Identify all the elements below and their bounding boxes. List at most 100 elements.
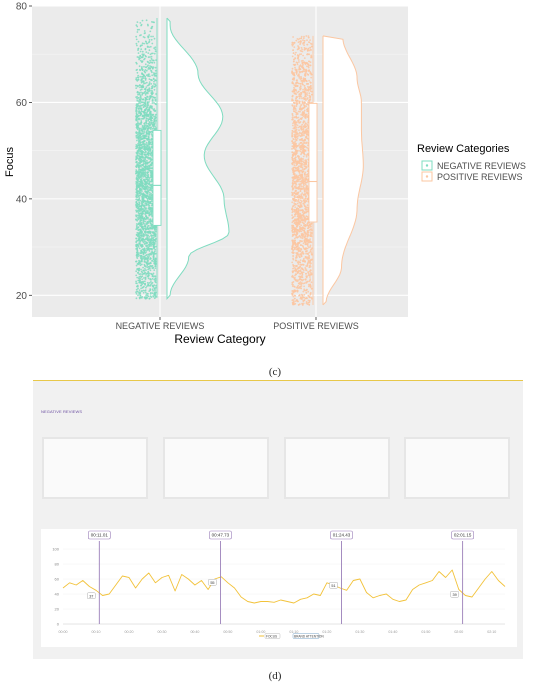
jitter-point: [139, 275, 142, 278]
jitter-point: [141, 278, 144, 281]
jitter-point: [140, 252, 143, 255]
jitter-point: [147, 227, 149, 230]
jitter-point: [137, 149, 140, 152]
jitter-point: [300, 104, 303, 106]
jitter-point: [135, 35, 138, 38]
jitter-point: [150, 180, 153, 182]
jitter-point: [148, 98, 151, 101]
jitter-point: [135, 292, 138, 295]
jitter-point: [291, 105, 294, 107]
jitter-point: [294, 53, 297, 56]
jitter-point: [136, 76, 139, 79]
jitter-point: [292, 124, 294, 127]
jitter-point: [135, 196, 138, 198]
jitter-point: [297, 59, 300, 61]
jitter-point: [140, 218, 142, 221]
jitter-point: [136, 254, 138, 256]
jitter-point: [139, 100, 141, 103]
jitter-point: [135, 260, 137, 263]
jitter-point: [143, 65, 145, 68]
jitter-point: [146, 178, 148, 181]
jitter-point: [310, 76, 313, 79]
jitter-point: [152, 78, 155, 80]
jitter-point: [135, 256, 138, 258]
jitter-point: [308, 299, 311, 302]
jitter-point: [291, 230, 293, 232]
jitter-point: [145, 222, 148, 225]
jitter-point: [136, 249, 139, 252]
jitter-point: [146, 237, 149, 240]
jitter-point: [296, 162, 299, 165]
jitter-point: [151, 239, 154, 242]
jitter-point: [150, 106, 153, 108]
jitter-point: [292, 276, 295, 278]
jitter-point: [150, 248, 153, 250]
jitter-point: [147, 156, 150, 159]
jitter-point: [143, 126, 146, 128]
jitter-point: [293, 222, 296, 225]
jitter-point: [137, 164, 139, 167]
jitter-point: [301, 133, 303, 136]
jitter-point: [135, 135, 138, 137]
jitter-point: [141, 98, 144, 101]
jitter-point: [154, 277, 157, 280]
jitter-point: [152, 253, 155, 256]
jitter-point: [304, 95, 307, 98]
jitter-point: [309, 39, 311, 41]
jitter-point: [140, 123, 142, 126]
jitter-point: [291, 95, 294, 98]
jitter-point: [299, 117, 302, 120]
jitter-point: [291, 292, 294, 295]
jitter-point: [135, 274, 138, 277]
jitter-point: [135, 228, 138, 231]
jitter-point: [137, 49, 139, 51]
jitter-point: [307, 299, 310, 302]
jitter-point: [143, 277, 145, 279]
jitter-point: [144, 218, 146, 220]
jitter-point: [144, 40, 147, 43]
jitter-point: [149, 59, 152, 62]
jitter-point: [136, 71, 139, 74]
jitter-point: [300, 40, 302, 43]
jitter-point: [140, 78, 143, 81]
jitter-point: [306, 98, 309, 100]
jitter-point: [135, 270, 138, 273]
jitter-point: [297, 284, 300, 287]
jitter-point: [155, 103, 157, 106]
jitter-point: [153, 241, 156, 244]
jitter-point: [306, 204, 309, 207]
jitter-point: [310, 49, 312, 51]
jitter-point: [300, 202, 302, 204]
jitter-point: [137, 133, 140, 136]
jitter-point: [137, 190, 140, 193]
jitter-point: [135, 178, 138, 181]
jitter-point: [136, 139, 138, 142]
jitter-point: [141, 101, 143, 104]
jitter-point: [300, 80, 303, 82]
jitter-point: [136, 25, 139, 28]
jitter-point: [293, 173, 295, 176]
jitter-point: [137, 238, 140, 241]
jitter-point: [150, 291, 152, 294]
jitter-point: [300, 263, 303, 266]
jitter-point: [135, 116, 138, 118]
jitter-point: [145, 81, 148, 84]
jitter-point: [149, 167, 151, 170]
jitter-point: [300, 60, 303, 62]
jitter-point: [148, 88, 151, 91]
jitter-point: [137, 195, 139, 198]
jitter-point: [141, 141, 144, 143]
jitter-point: [135, 165, 138, 168]
jitter-point: [136, 44, 138, 47]
jitter-point: [301, 244, 304, 247]
jitter-point: [136, 219, 139, 222]
jitter-point: [148, 208, 151, 211]
jitter-point: [291, 130, 294, 132]
jitter-point: [294, 162, 296, 164]
jitter-point: [150, 79, 153, 81]
jitter-point: [294, 215, 296, 218]
jitter-point: [139, 192, 142, 194]
jitter-point: [142, 222, 145, 225]
jitter-point: [137, 237, 140, 240]
jitter-point: [147, 56, 150, 59]
